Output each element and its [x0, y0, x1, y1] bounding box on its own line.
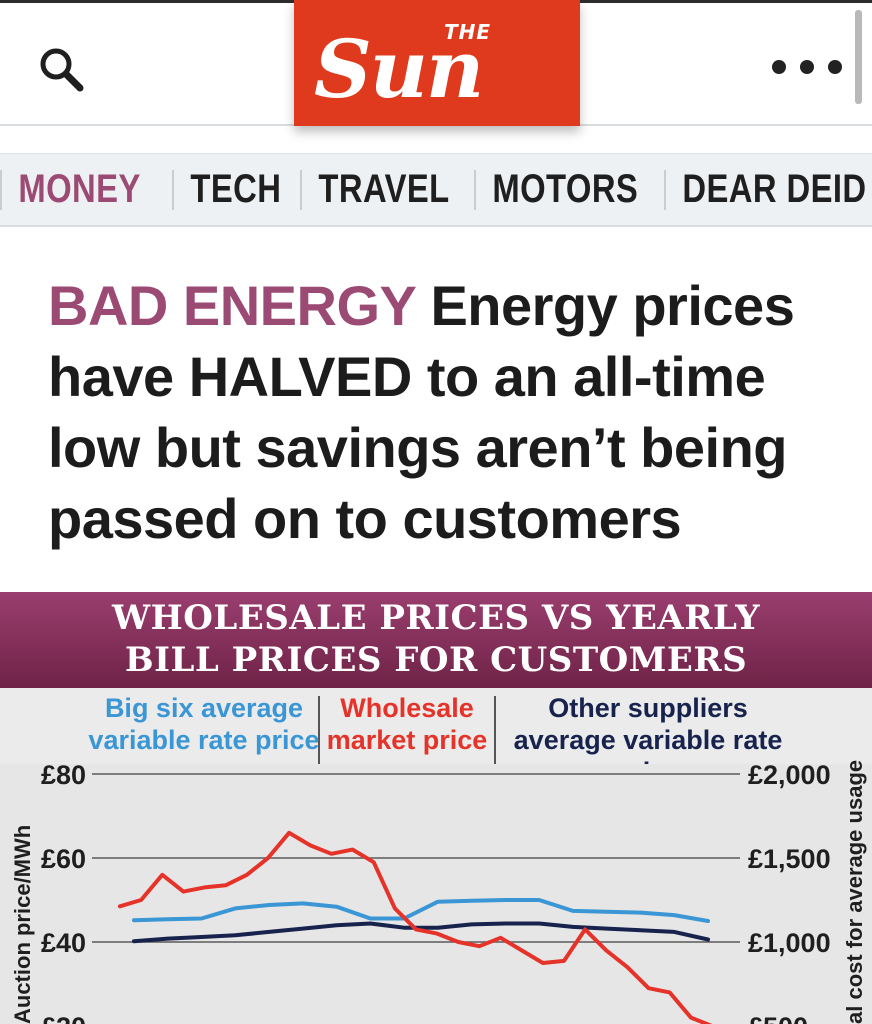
headline-kicker: BAD ENERGY [48, 274, 416, 337]
y-tick-label-left: £40 [41, 928, 86, 958]
more-dots-icon [800, 60, 814, 74]
nav-item-travel[interactable]: TRAVEL [318, 167, 450, 211]
more-dots-icon [772, 60, 786, 74]
y-axis-title-left: Auction price/MWh [10, 825, 35, 1024]
y-tick-label-right: £1,500 [748, 844, 831, 874]
price-line-chart: £80 £2,000 £60 £1,500 £40 £1,000 £20 £500 Auctio… [0, 760, 872, 1024]
article-headline: BAD ENERGY Energy prices have HALVED to … [48, 270, 838, 554]
scrollbar[interactable] [855, 10, 862, 104]
nav-divider [0, 169, 2, 210]
nav-divider [664, 169, 666, 210]
y-tick-label-right: £500 [748, 1012, 808, 1024]
legend-divider [494, 696, 496, 766]
series-line [118, 830, 713, 1024]
plot-background [0, 764, 872, 1024]
logo-sun-text: Sun [314, 22, 484, 116]
logo-the-text: THE [444, 20, 492, 44]
nav-divider [300, 169, 302, 210]
infographic-title-band: WHOLESALE PRICES VS YEARLY BILL PRICES F… [0, 592, 872, 688]
nav-item-tech[interactable]: TECH [190, 167, 282, 211]
infographic-title-line2: BILL PRICES FOR CUSTOMERS [124, 640, 748, 680]
search-icon [40, 48, 84, 92]
site-header: THE Sun [0, 0, 872, 126]
y-tick-label-left: £20 [41, 1012, 86, 1024]
nav-item-money[interactable]: MONEY [18, 167, 141, 211]
more-dots-icon [828, 60, 842, 74]
y-tick-label-right: £2,000 [748, 760, 831, 790]
search-button[interactable] [36, 44, 88, 96]
nav-item-motors[interactable]: MOTORS [492, 167, 639, 211]
nav-divider [172, 169, 174, 210]
infographic: WHOLESALE PRICES VS YEARLY BILL PRICES F… [0, 592, 872, 1024]
infographic-title-line1: WHOLESALE PRICES VS YEARLY [111, 598, 761, 638]
legend-wholesale: Wholesale market price [326, 693, 488, 755]
y-tick-label-left: £60 [41, 844, 86, 874]
nav-item-dear-deidre[interactable]: DEAR DEID [682, 167, 867, 211]
more-options-button[interactable] [772, 52, 842, 82]
y-tick-label-right: £1,000 [748, 928, 831, 958]
nav-divider [474, 169, 476, 210]
headline-text: Energy prices have HALVED to an all-time… [48, 274, 795, 550]
series-line [132, 898, 710, 923]
section-nav: MONEY TECH TRAVEL MOTORS DEAR DEID [0, 153, 872, 227]
legend-big-six: Big six average variable rate price [88, 693, 320, 755]
y-tick-label-left: £80 [41, 760, 86, 790]
the-sun-logo[interactable]: THE Sun [294, 0, 580, 126]
series-line [132, 921, 710, 944]
legend-divider [318, 696, 320, 766]
y-axis-title-right: al cost for average usage [842, 760, 867, 1024]
